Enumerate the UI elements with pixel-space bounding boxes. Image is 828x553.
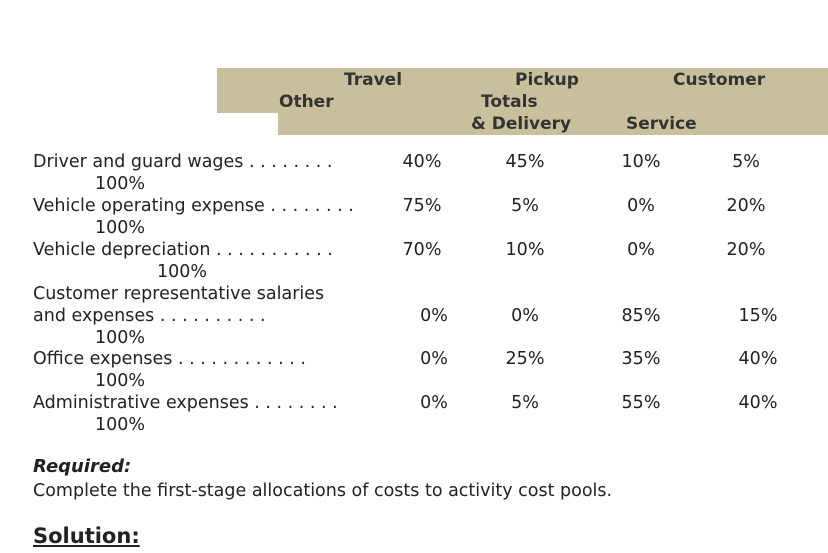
row-total: 100% <box>95 415 146 435</box>
required-text: Complete the first-stage allocations of … <box>33 481 613 501</box>
row-total: 100% <box>95 371 146 391</box>
row-value: 15% <box>738 306 778 326</box>
required-label: Required: <box>33 456 132 477</box>
row-value: 45% <box>505 152 545 172</box>
solution-label: Solution: <box>33 524 140 548</box>
row-value: 20% <box>726 240 766 260</box>
row-label: Office expenses . . . . . . . . . . . . <box>33 349 306 369</box>
row-value: 10% <box>621 152 661 172</box>
row-value: 5% <box>511 393 539 413</box>
row-value: 5% <box>732 152 760 172</box>
header-totals: Totals <box>481 92 538 112</box>
row-total: 100% <box>95 174 146 194</box>
row-value: 0% <box>420 306 448 326</box>
header-customer: Customer <box>673 70 766 90</box>
row-value: 0% <box>627 240 655 260</box>
row-value: 70% <box>402 240 442 260</box>
row-value: 25% <box>505 349 545 369</box>
row-value: 40% <box>402 152 442 172</box>
row-value: 20% <box>726 196 766 216</box>
row-total: 100% <box>157 262 208 282</box>
row-value: 85% <box>621 306 661 326</box>
row-total: 100% <box>95 218 146 238</box>
header-travel: Travel <box>344 70 403 90</box>
row-label: Driver and guard wages . . . . . . . . <box>33 152 333 172</box>
row-value: 0% <box>511 306 539 326</box>
header-band <box>217 68 828 113</box>
row-label: Vehicle operating expense . . . . . . . … <box>33 196 354 216</box>
row-value: 0% <box>420 349 448 369</box>
row-label-cont: and expenses . . . . . . . . . . <box>33 306 266 326</box>
row-value: 0% <box>420 393 448 413</box>
header-pickup: Pickup <box>515 70 579 90</box>
header-other: Other <box>279 92 334 112</box>
row-value: 35% <box>621 349 661 369</box>
row-value: 40% <box>738 393 778 413</box>
row-label: Vehicle depreciation . . . . . . . . . .… <box>33 240 333 260</box>
row-value: 5% <box>511 196 539 216</box>
row-value: 75% <box>402 196 442 216</box>
row-label: Customer representative salaries <box>33 284 325 304</box>
header-delivery: & Delivery <box>471 114 572 134</box>
row-value: 40% <box>738 349 778 369</box>
row-value: 55% <box>621 393 661 413</box>
row-label: Administrative expenses . . . . . . . . <box>33 393 338 413</box>
row-total: 100% <box>95 328 146 348</box>
header-band-lower <box>278 112 828 135</box>
row-value: 10% <box>505 240 545 260</box>
row-value: 0% <box>627 196 655 216</box>
header-service: Service <box>626 114 697 134</box>
